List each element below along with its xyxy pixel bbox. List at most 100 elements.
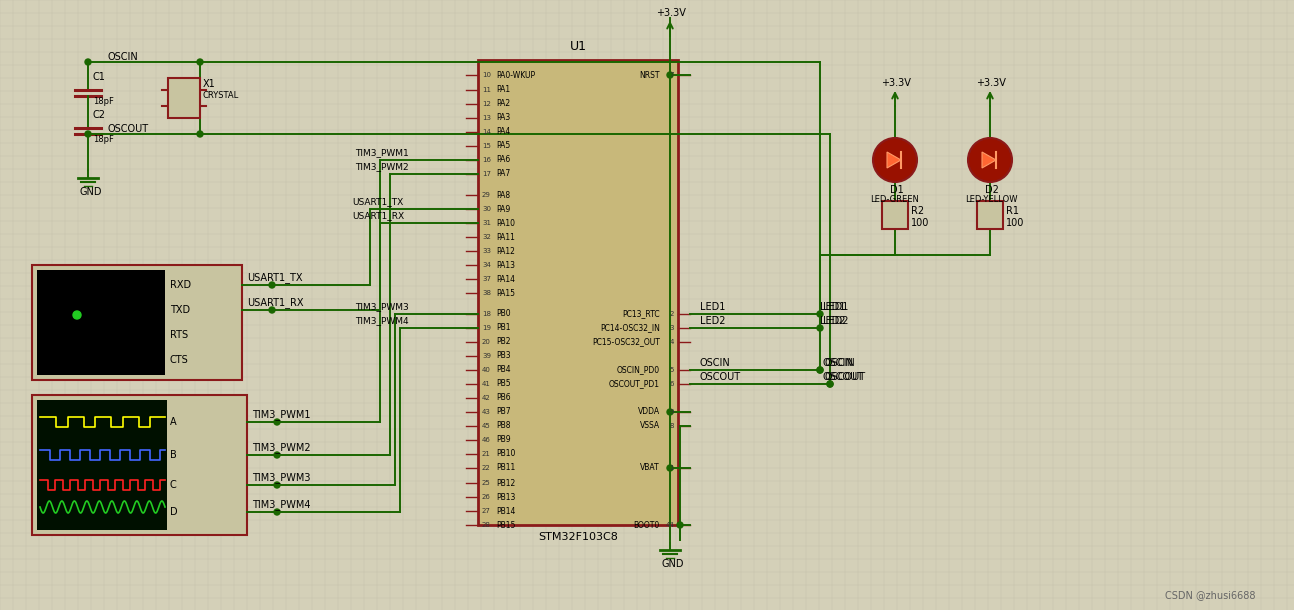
- Text: USART1_RX: USART1_RX: [352, 212, 404, 220]
- Text: C: C: [170, 480, 177, 490]
- Text: TIM3_PWM2: TIM3_PWM2: [252, 442, 311, 453]
- Text: TIM3_PWM1: TIM3_PWM1: [252, 409, 311, 420]
- Text: 5: 5: [669, 367, 674, 373]
- Text: 4: 4: [669, 339, 674, 345]
- Text: CSDN @zhusi6688: CSDN @zhusi6688: [1165, 590, 1255, 600]
- Text: LED1: LED1: [823, 302, 849, 312]
- Text: STM32F103C8: STM32F103C8: [538, 532, 619, 542]
- Text: 11: 11: [481, 87, 490, 93]
- Text: 31: 31: [481, 220, 490, 226]
- Text: USART1_TX: USART1_TX: [352, 198, 404, 207]
- Circle shape: [827, 381, 833, 387]
- Text: 28: 28: [481, 522, 490, 528]
- Text: U1: U1: [569, 40, 586, 52]
- Text: 2: 2: [669, 311, 674, 317]
- Bar: [32, 395, 247, 535]
- Text: LED-YELLOW: LED-YELLOW: [965, 195, 1017, 204]
- Text: PA4: PA4: [496, 127, 510, 137]
- Text: TIM3_PWM4: TIM3_PWM4: [252, 500, 311, 511]
- Text: PA9: PA9: [496, 204, 510, 214]
- Text: 9: 9: [669, 409, 674, 415]
- Text: NRST: NRST: [639, 71, 660, 79]
- Text: OSCOUT: OSCOUT: [823, 372, 864, 382]
- Text: BOOT0: BOOT0: [634, 520, 660, 529]
- Text: 32: 32: [481, 234, 490, 240]
- Circle shape: [677, 522, 683, 528]
- Text: PA10: PA10: [496, 218, 515, 228]
- Text: PA12: PA12: [496, 246, 515, 256]
- Text: OSCIN: OSCIN: [107, 52, 138, 62]
- Text: 19: 19: [481, 325, 490, 331]
- Text: LED-GREEN: LED-GREEN: [870, 195, 919, 204]
- Text: USART1_RX: USART1_RX: [247, 298, 304, 309]
- Text: 18pF: 18pF: [93, 135, 114, 145]
- Text: PC13_RTC: PC13_RTC: [622, 309, 660, 318]
- Text: 39: 39: [481, 353, 490, 359]
- Text: 44: 44: [665, 522, 674, 528]
- Circle shape: [197, 131, 203, 137]
- Circle shape: [827, 381, 833, 387]
- Text: 100: 100: [911, 218, 929, 228]
- Circle shape: [274, 419, 280, 425]
- Text: 22: 22: [481, 465, 490, 471]
- Text: LED2: LED2: [700, 316, 726, 326]
- Text: LED1: LED1: [820, 302, 845, 312]
- Text: 3: 3: [669, 325, 674, 331]
- Circle shape: [817, 367, 823, 373]
- Text: D1: D1: [890, 185, 903, 195]
- Circle shape: [274, 509, 280, 515]
- Text: PB12: PB12: [496, 478, 515, 487]
- Text: PB6: PB6: [496, 393, 511, 403]
- Circle shape: [666, 409, 673, 415]
- Text: 18pF: 18pF: [93, 98, 114, 107]
- Text: 37: 37: [481, 276, 490, 282]
- Bar: [477, 60, 678, 525]
- Text: PB15: PB15: [496, 520, 515, 529]
- Circle shape: [269, 307, 276, 313]
- Text: 6: 6: [669, 381, 674, 387]
- Bar: [883, 201, 908, 229]
- Text: PA15: PA15: [496, 289, 515, 298]
- Text: PB10: PB10: [496, 450, 515, 459]
- Circle shape: [666, 465, 673, 471]
- Text: VSSA: VSSA: [639, 422, 660, 431]
- Text: VDDA: VDDA: [638, 407, 660, 417]
- Text: TIM3_PWM3: TIM3_PWM3: [355, 303, 409, 312]
- Text: R2: R2: [911, 206, 924, 216]
- Text: 30: 30: [481, 206, 490, 212]
- Text: PB11: PB11: [496, 464, 515, 473]
- Text: PA14: PA14: [496, 274, 515, 284]
- Text: D2: D2: [985, 185, 999, 195]
- Text: PB3: PB3: [496, 351, 511, 361]
- Circle shape: [197, 59, 203, 65]
- Text: RXD: RXD: [170, 280, 192, 290]
- Text: B: B: [170, 450, 177, 460]
- Text: PB1: PB1: [496, 323, 511, 332]
- Text: 7: 7: [669, 72, 674, 78]
- Text: PB7: PB7: [496, 407, 511, 417]
- Text: OSCOUT: OSCOUT: [826, 372, 866, 382]
- Bar: [38, 400, 167, 530]
- Text: R1: R1: [1005, 206, 1018, 216]
- Text: 25: 25: [481, 480, 490, 486]
- Circle shape: [274, 482, 280, 488]
- Text: OSCIN: OSCIN: [826, 358, 855, 368]
- Text: 12: 12: [481, 101, 490, 107]
- Text: D: D: [170, 507, 177, 517]
- Text: PB5: PB5: [496, 379, 511, 389]
- Text: OSCOUT: OSCOUT: [700, 372, 741, 382]
- Text: 27: 27: [481, 508, 490, 514]
- Text: 13: 13: [481, 115, 490, 121]
- Text: VBAT: VBAT: [641, 464, 660, 473]
- Circle shape: [817, 325, 823, 331]
- Text: X1: X1: [203, 79, 216, 89]
- Text: PB2: PB2: [496, 337, 511, 346]
- Text: 20: 20: [481, 339, 490, 345]
- Text: 34: 34: [481, 262, 490, 268]
- Text: PB0: PB0: [496, 309, 511, 318]
- Text: RTS: RTS: [170, 330, 188, 340]
- Text: 38: 38: [481, 290, 490, 296]
- Text: 10: 10: [481, 72, 490, 78]
- Text: 43: 43: [481, 409, 490, 415]
- Text: LED2: LED2: [820, 316, 845, 326]
